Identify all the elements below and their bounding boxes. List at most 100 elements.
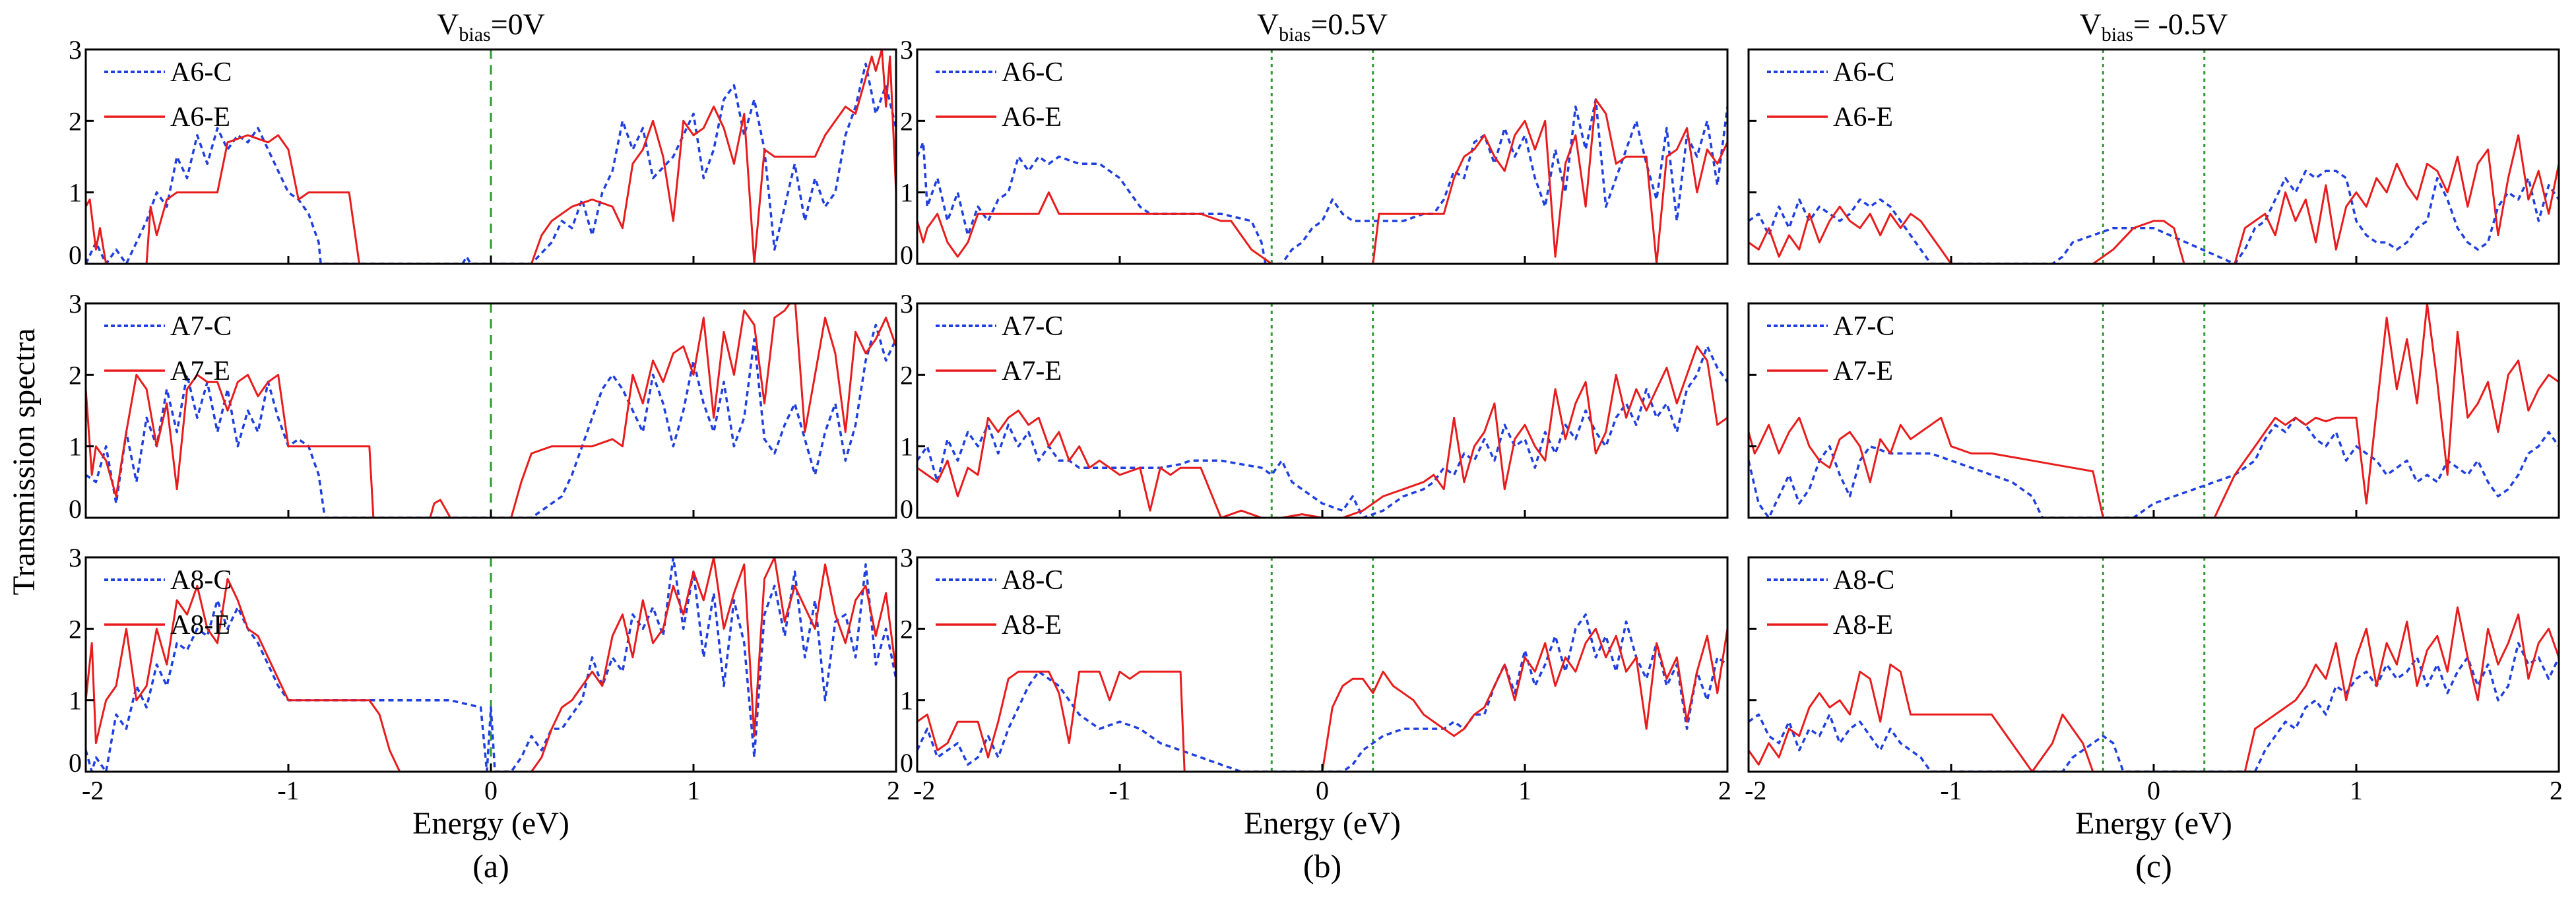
column-title-main: V bbox=[1257, 7, 1279, 41]
y-tick-label: 2 bbox=[69, 614, 82, 644]
x-tick-label: 0 bbox=[484, 776, 498, 805]
y-tick-label: 2 bbox=[69, 106, 82, 136]
x-tick-label: -2 bbox=[82, 776, 104, 805]
column-title-subscript: bias bbox=[1279, 24, 1310, 46]
legend-label-a8-e: A8-E bbox=[170, 610, 230, 640]
x-tick-label: 0 bbox=[1316, 776, 1329, 805]
subplot-b-a6-c: 0 1 2 3 A6-C A6-E bbox=[900, 35, 1729, 270]
series-line-a8-c bbox=[917, 613, 1727, 772]
x-tick-label: -2 bbox=[913, 776, 935, 805]
legend-label-a8-e: A8-E bbox=[1002, 610, 1062, 640]
panel-label: (b) bbox=[1303, 848, 1341, 884]
column-title: Vbias=0V bbox=[437, 7, 545, 46]
y-tick-label: 1 bbox=[69, 686, 82, 716]
x-tick-label: 1 bbox=[687, 776, 700, 805]
y-tick-label: 2 bbox=[69, 360, 82, 390]
legend-label-a7-e: A7-E bbox=[1002, 356, 1062, 387]
x-tick-label: -1 bbox=[1940, 776, 1962, 805]
series-line-a8-c bbox=[1749, 642, 2559, 772]
series-line-a8-e bbox=[86, 557, 896, 772]
x-axis-title: Energy (eV) bbox=[1244, 806, 1401, 841]
series-line-a6-c bbox=[86, 62, 896, 264]
x-tick-label: 2 bbox=[2550, 776, 2563, 805]
y-tick-label: 3 bbox=[900, 289, 913, 319]
column-title-subscript: bias bbox=[459, 24, 490, 46]
x-tick-label: -1 bbox=[1109, 776, 1130, 805]
column-title-value: =0V bbox=[491, 7, 545, 41]
series-line-a8-e bbox=[1749, 606, 2559, 772]
y-tick-label: 2 bbox=[900, 360, 913, 390]
y-tick-label: 2 bbox=[900, 106, 913, 136]
x-tick-label: -1 bbox=[277, 776, 299, 805]
series-line-a8-c bbox=[86, 557, 896, 772]
y-tick-label: 3 bbox=[69, 289, 82, 319]
legend-label-a6-e: A6-E bbox=[170, 102, 230, 133]
column-title-main: V bbox=[437, 7, 459, 41]
y-tick-label: 1 bbox=[900, 178, 913, 208]
y-tick-label: 1 bbox=[69, 178, 82, 208]
x-tick-label: 2 bbox=[887, 776, 900, 805]
subplot-a-a8-c: 0 1 2 3 A8-C A8-E bbox=[69, 543, 897, 778]
subplot-c-a7-c: A7-C A7-E bbox=[1747, 302, 2560, 519]
y-tick-label: 0 bbox=[900, 494, 913, 524]
x-tick-label: 1 bbox=[2350, 776, 2363, 805]
panel-column-a: Vbias=0V 0 1 2 3 A6-C A6-E 0 1 2 3 A7-C A7-E 0 1 2 3 A8-C… bbox=[69, 7, 900, 884]
y-tick-label: 3 bbox=[900, 35, 913, 65]
series-line-a8-e bbox=[917, 627, 1727, 772]
chart-columns: Vbias=0V0123A6-CA6-E0123A7-CA7-E0123A8-C… bbox=[69, 7, 2563, 884]
column-title-value: = -0.5V bbox=[2133, 7, 2228, 41]
legend-label-a8-c: A8-C bbox=[170, 565, 232, 596]
legend-label-a7-e: A7-E bbox=[1833, 356, 1893, 387]
x-tick-label: 2 bbox=[1718, 776, 1731, 805]
y-tick-label: 0 bbox=[69, 494, 82, 524]
column-title-main: V bbox=[2079, 7, 2101, 41]
subplot-c-a6-c: A6-C A6-E bbox=[1747, 48, 2560, 265]
panel-column-b: Vbias=0.5V 0 1 2 3 A6-C A6-E 0 1 2 3 A7-C A7-E 0 1 2 3 A8… bbox=[900, 7, 1731, 884]
y-tick-label: 3 bbox=[900, 543, 913, 573]
series-line-a6-e bbox=[917, 98, 1727, 264]
legend-label-a7-c: A7-C bbox=[1833, 311, 1894, 342]
x-tick-label: -2 bbox=[1745, 776, 1766, 805]
series-line-a7-e bbox=[1749, 303, 2559, 518]
y-tick-label: 0 bbox=[900, 240, 913, 270]
y-tick-label: 3 bbox=[69, 543, 82, 573]
column-title-subscript: bias bbox=[2102, 24, 2133, 46]
legend-label-a7-e: A7-E bbox=[170, 356, 230, 387]
x-axis-title: Energy (eV) bbox=[412, 806, 569, 841]
series-line-a7-e bbox=[86, 303, 896, 518]
y-tick-label: 0 bbox=[69, 748, 82, 778]
legend-label-a6-e: A6-E bbox=[1833, 102, 1893, 133]
y-tick-label: 1 bbox=[69, 432, 82, 462]
subplot-a-a7-c: 0 1 2 3 A7-C A7-E bbox=[69, 289, 897, 524]
legend-label-a8-c: A8-C bbox=[1002, 565, 1063, 596]
column-title: Vbias= -0.5V bbox=[2079, 7, 2228, 46]
series-line-a7-c bbox=[917, 345, 1727, 518]
y-tick-label: 2 bbox=[900, 614, 913, 644]
y-tick-label: 0 bbox=[900, 748, 913, 778]
column-title: Vbias=0.5V bbox=[1257, 7, 1388, 46]
series-line-a6-c bbox=[917, 98, 1727, 264]
y-axis-title: Transmission spectra bbox=[7, 328, 42, 596]
panel-label: (a) bbox=[472, 848, 509, 884]
x-axis-title: Energy (eV) bbox=[2075, 806, 2232, 841]
series-line-a6-e bbox=[86, 49, 896, 264]
x-tick-label: 1 bbox=[1518, 776, 1531, 805]
y-tick-label: 3 bbox=[69, 35, 82, 65]
legend-label-a6-e: A6-E bbox=[1002, 102, 1062, 133]
y-tick-label: 1 bbox=[900, 686, 913, 716]
y-tick-label: 0 bbox=[69, 240, 82, 270]
subplot-a-a6-c: 0 1 2 3 A6-C A6-E bbox=[69, 35, 897, 270]
legend-label-a7-c: A7-C bbox=[170, 311, 232, 342]
series-line-a7-e bbox=[917, 345, 1727, 518]
legend-label-a8-c: A8-C bbox=[1833, 565, 1894, 596]
subplot-b-a8-c: 0 1 2 3 A8-C A8-E bbox=[900, 543, 1729, 778]
y-tick-label: 1 bbox=[900, 432, 913, 462]
series-line-a6-e bbox=[1749, 134, 2559, 264]
legend-label-a7-c: A7-C bbox=[1002, 311, 1063, 342]
legend-label-a6-c: A6-C bbox=[1833, 57, 1894, 88]
legend-label-a6-c: A6-C bbox=[170, 57, 232, 88]
legend-label-a6-c: A6-C bbox=[1002, 57, 1063, 88]
subplot-c-a8-c: A8-C A8-E bbox=[1747, 556, 2560, 773]
subplot-b-a7-c: 0 1 2 3 A7-C A7-E bbox=[900, 289, 1729, 524]
